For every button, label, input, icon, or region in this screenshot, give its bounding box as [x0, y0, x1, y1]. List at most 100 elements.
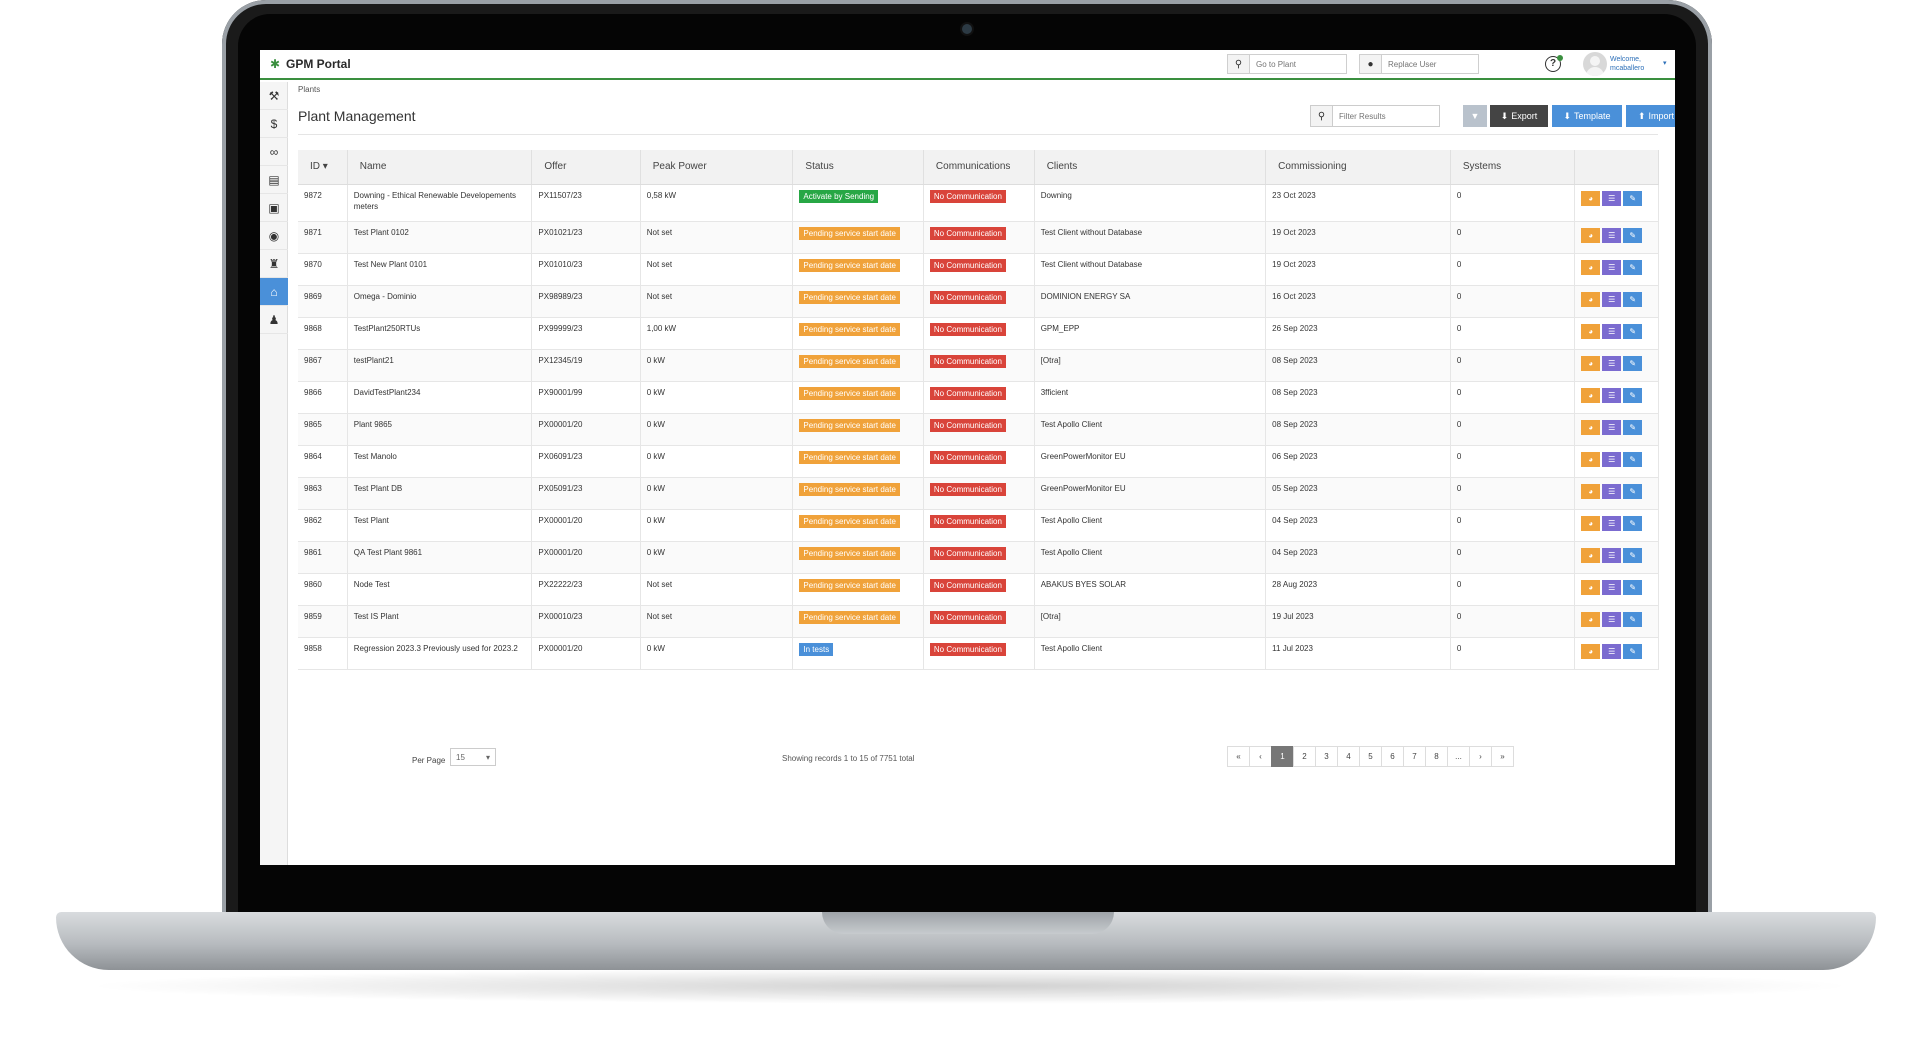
breadcrumb[interactable]: Plants — [298, 85, 321, 94]
list-button[interactable]: ☰ — [1602, 291, 1622, 307]
chevron-down-icon[interactable]: ▾ — [1663, 60, 1667, 67]
dashboard-button[interactable]: ◕ — [1581, 227, 1601, 243]
edit-button[interactable]: ✎ — [1623, 483, 1643, 499]
table-row[interactable]: 9861 QA Test Plant 9861 PX00001/20 0 kW Pend… — [298, 541, 1659, 574]
prev-page-button[interactable]: ‹ — [1249, 746, 1272, 767]
cell-name[interactable]: Test Manolo — [347, 445, 533, 478]
list-button[interactable]: ☰ — [1602, 643, 1622, 659]
edit-button[interactable]: ✎ — [1623, 291, 1643, 307]
sidebar-item-tools[interactable]: ⚒ — [260, 82, 288, 110]
user-menu[interactable]: Welcome, mcaballero — [1610, 55, 1644, 73]
edit-button[interactable]: ✎ — [1623, 611, 1643, 627]
list-button[interactable]: ☰ — [1602, 515, 1622, 531]
page-button[interactable]: 1 — [1271, 746, 1294, 767]
avatar[interactable] — [1583, 52, 1607, 76]
list-button[interactable]: ☰ — [1602, 387, 1622, 403]
column-header-commissioning[interactable]: Commissioning — [1265, 150, 1451, 185]
cell-name[interactable]: Test New Plant 0101 — [347, 253, 533, 286]
sidebar-item-inbox[interactable]: ▤ — [260, 166, 288, 194]
template-button[interactable]: ⬇ Template — [1552, 105, 1622, 127]
edit-button[interactable]: ✎ — [1623, 579, 1643, 595]
edit-button[interactable]: ✎ — [1623, 547, 1643, 563]
sidebar-item-portfolio[interactable]: ▣ — [260, 194, 288, 222]
help-icon[interactable]: ? — [1545, 56, 1561, 72]
edit-button[interactable]: ✎ — [1623, 259, 1643, 275]
table-row[interactable]: 9870 Test New Plant 0101 PX01010/23 Not set… — [298, 253, 1659, 286]
table-row[interactable]: 9872 Downing - Ethical Renewable Develope… — [298, 184, 1659, 222]
list-button[interactable]: ☰ — [1602, 227, 1622, 243]
list-button[interactable]: ☰ — [1602, 579, 1622, 595]
sidebar-item-billing[interactable]: $ — [260, 110, 288, 138]
page-button[interactable]: 3 — [1315, 746, 1338, 767]
dashboard-button[interactable]: ◕ — [1581, 190, 1601, 206]
dashboard-button[interactable]: ◕ — [1581, 547, 1601, 563]
list-button[interactable]: ☰ — [1602, 611, 1622, 627]
edit-button[interactable]: ✎ — [1623, 419, 1643, 435]
sidebar-item-partners[interactable]: ∞ — [260, 138, 288, 166]
cell-name[interactable]: Regression 2023.3 Previously used for 20… — [347, 637, 533, 670]
dashboard-button[interactable]: ◕ — [1581, 419, 1601, 435]
edit-button[interactable]: ✎ — [1623, 451, 1643, 467]
edit-button[interactable]: ✎ — [1623, 387, 1643, 403]
edit-button[interactable]: ✎ — [1623, 515, 1643, 531]
cell-name[interactable]: Test Plant — [347, 509, 533, 542]
dashboard-button[interactable]: ◕ — [1581, 291, 1601, 307]
edit-button[interactable]: ✎ — [1623, 190, 1643, 206]
sidebar-item-awards[interactable]: ♜ — [260, 250, 288, 278]
table-row[interactable]: 9867 testPlant21 PX12345/19 0 kW Pending ser… — [298, 349, 1659, 382]
dashboard-button[interactable]: ◕ — [1581, 259, 1601, 275]
page-button[interactable]: ... — [1447, 746, 1470, 767]
cell-name[interactable]: testPlant21 — [347, 349, 533, 382]
table-row[interactable]: 9866 DavidTestPlant234 PX90001/99 0 kW Pendi… — [298, 381, 1659, 414]
page-button[interactable]: 6 — [1381, 746, 1404, 767]
column-header-status[interactable]: Status — [792, 150, 924, 185]
table-row[interactable]: 9860 Node Test PX22222/23 Not set Pending se… — [298, 573, 1659, 606]
page-button[interactable]: 8 — [1425, 746, 1448, 767]
cell-name[interactable]: Test Plant DB — [347, 477, 533, 510]
search-icon[interactable]: ⚲ — [1228, 55, 1250, 73]
column-header-name[interactable]: Name — [347, 150, 533, 185]
edit-button[interactable]: ✎ — [1623, 643, 1643, 659]
table-row[interactable]: 9859 Test IS Plant PX00010/23 Not set Pendin… — [298, 605, 1659, 638]
column-header-clients[interactable]: Clients — [1034, 150, 1267, 185]
table-row[interactable]: 9871 Test Plant 0102 PX01021/23 Not set Pend… — [298, 221, 1659, 254]
list-button[interactable]: ☰ — [1602, 483, 1622, 499]
app-logo[interactable]: ✱ GPM Portal — [270, 57, 351, 71]
list-button[interactable]: ☰ — [1602, 190, 1622, 206]
dashboard-button[interactable]: ◕ — [1581, 483, 1601, 499]
list-button[interactable]: ☰ — [1602, 451, 1622, 467]
cell-name[interactable]: Test IS Plant — [347, 605, 533, 638]
plant-search-input[interactable] — [1250, 55, 1346, 73]
table-row[interactable]: 9858 Regression 2023.3 Previously used fo… — [298, 637, 1659, 670]
table-row[interactable]: 9862 Test Plant PX00001/20 0 kW Pending serv… — [298, 509, 1659, 542]
sidebar-item-plants[interactable]: ⌂ — [260, 278, 288, 306]
table-row[interactable]: 9864 Test Manolo PX06091/23 0 kW Pending ser… — [298, 445, 1659, 478]
column-header-peak-power[interactable]: Peak Power — [640, 150, 794, 185]
column-header-offer[interactable]: Offer — [531, 150, 641, 185]
page-button[interactable]: 4 — [1337, 746, 1360, 767]
dashboard-button[interactable]: ◕ — [1581, 515, 1601, 531]
cell-name[interactable]: DavidTestPlant234 — [347, 381, 533, 414]
column-header-communications[interactable]: Communications — [923, 150, 1035, 185]
table-row[interactable]: 9869 Omega - Dominio PX98989/23 Not set Pend… — [298, 285, 1659, 318]
page-button[interactable]: 7 — [1403, 746, 1426, 767]
per-page-select[interactable]: 15 ▾ — [450, 748, 496, 766]
column-header-systems[interactable]: Systems — [1450, 150, 1576, 185]
page-button[interactable]: 2 — [1293, 746, 1316, 767]
cell-name[interactable]: TestPlant250RTUs — [347, 317, 533, 350]
funnel-filter-button[interactable]: ▼ — [1463, 105, 1487, 127]
dashboard-button[interactable]: ◕ — [1581, 451, 1601, 467]
sidebar-item-users[interactable]: ♟ — [260, 306, 288, 334]
column-header-id[interactable]: ID ▾ — [298, 150, 348, 185]
list-button[interactable]: ☰ — [1602, 259, 1622, 275]
dashboard-button[interactable]: ◕ — [1581, 643, 1601, 659]
dashboard-button[interactable]: ◕ — [1581, 579, 1601, 595]
user-icon[interactable]: ● — [1360, 55, 1382, 73]
search-icon[interactable]: ⚲ — [1311, 106, 1333, 126]
export-button[interactable]: ⬇ Export — [1490, 105, 1548, 127]
dashboard-button[interactable]: ◕ — [1581, 323, 1601, 339]
dashboard-button[interactable]: ◕ — [1581, 355, 1601, 371]
page-button[interactable]: 5 — [1359, 746, 1382, 767]
dashboard-button[interactable]: ◕ — [1581, 387, 1601, 403]
list-button[interactable]: ☰ — [1602, 419, 1622, 435]
